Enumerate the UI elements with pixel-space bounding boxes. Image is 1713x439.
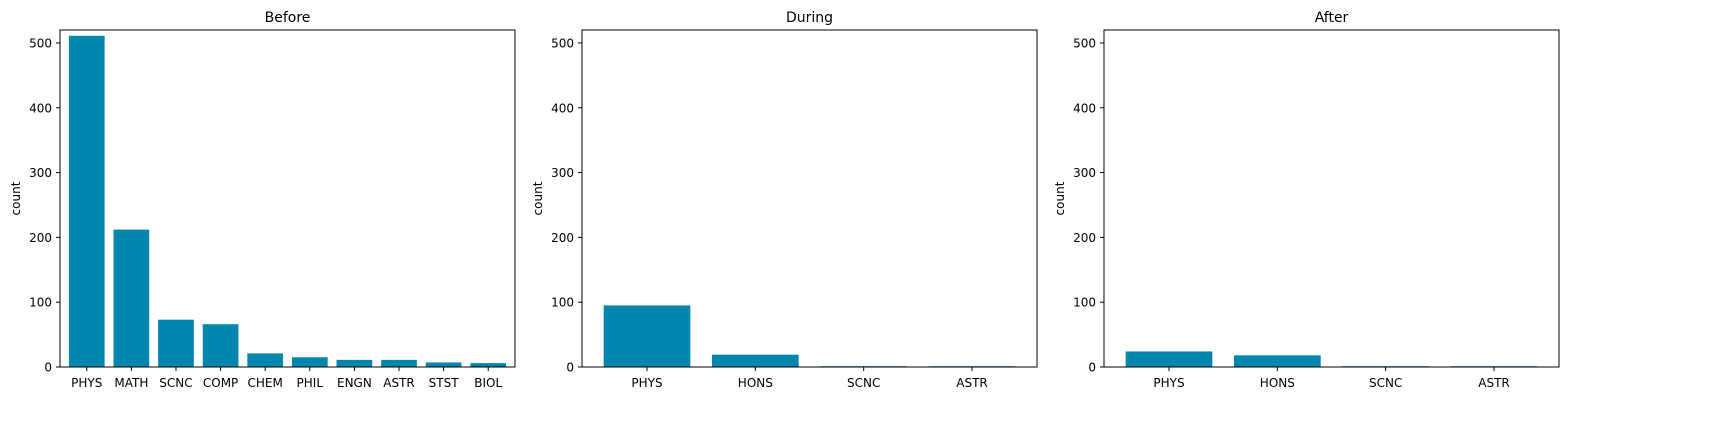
before-bar-engn [336, 359, 373, 367]
after-ytick-label: 0 [1088, 361, 1096, 375]
before-ytick-label: 100 [29, 296, 52, 310]
before-ytick-label: 500 [29, 36, 52, 50]
during-xtick-label: PHYS [631, 376, 662, 390]
during-title: During [786, 10, 833, 26]
during-xtick-label: SCNC [847, 376, 880, 390]
during-bar-hons [712, 354, 799, 367]
during-panel: PHYS HONS SCNC ASTR 0 100 200 300 400 500 During co… [531, 10, 1038, 390]
after-ylabel: count [1053, 181, 1067, 215]
during-ytick-label: 500 [551, 36, 574, 50]
during-ytick-label: 100 [551, 296, 574, 310]
before-bar-phil [291, 357, 328, 367]
during-ytick-label: 200 [551, 231, 574, 245]
before-ytick-label: 400 [29, 101, 52, 115]
before-xtick-label: STST [429, 376, 460, 390]
before-bar-biol [470, 363, 507, 367]
before-xtick-label: CHEM [248, 376, 283, 390]
during-axes-frame [581, 29, 1038, 368]
during-xtick-label: ASTR [956, 376, 988, 390]
after-bar-hons [1234, 355, 1321, 367]
before-bar-astr [381, 359, 417, 367]
after-panel: PHYS HONS SCNC ASTR 0 100 200 300 400 500 After cou… [1053, 10, 1560, 390]
before-xtick-label: SCNC [159, 376, 192, 390]
during-ytick-label: 400 [551, 101, 574, 115]
before-ytick-label: 300 [29, 166, 52, 180]
after-ytick-label: 200 [1073, 231, 1096, 245]
before-panel: PHYS MATH SCNC COMP CHEM PHIL ENGN ASTR STST BIOL… [9, 10, 516, 390]
after-title: After [1315, 10, 1349, 26]
during-bar-phys [603, 305, 691, 367]
before-xtick-label: BIOL [474, 376, 502, 390]
before-ytick-label: 200 [29, 231, 52, 245]
before-xtick-label: COMP [203, 376, 238, 390]
after-xtick-label: ASTR [1478, 376, 1510, 390]
before-xtick-label: MATH [114, 376, 148, 390]
after-ytick-label: 400 [1073, 101, 1096, 115]
after-ytick-label: 100 [1073, 296, 1096, 310]
after-axes-frame [1103, 29, 1560, 368]
during-xtick-label: HONS [738, 376, 773, 390]
after-ytick-label: 300 [1073, 166, 1096, 180]
after-xtick-label: HONS [1260, 376, 1295, 390]
before-bar-comp [202, 324, 239, 367]
after-xtick-label: SCNC [1369, 376, 1402, 390]
during-ylabel: count [531, 181, 545, 215]
before-bar-stst [425, 362, 462, 367]
after-bar-phys [1125, 351, 1213, 367]
before-axes-frame [59, 29, 516, 368]
before-ytick-label: 0 [44, 361, 52, 375]
before-ylabel: count [9, 181, 23, 215]
before-xtick-label: ASTR [383, 376, 415, 390]
before-xtick-label: PHIL [297, 376, 324, 390]
before-bar-scnc [158, 319, 194, 367]
before-bar-math [113, 229, 150, 367]
after-ytick-label: 500 [1073, 36, 1096, 50]
before-bar-phys [68, 35, 105, 367]
before-xtick-label: PHYS [71, 376, 102, 390]
during-ytick-label: 300 [551, 166, 574, 180]
before-title: Before [265, 10, 311, 26]
during-ytick-label: 0 [566, 361, 574, 375]
after-xtick-label: PHYS [1153, 376, 1184, 390]
before-bar-chem [247, 353, 284, 367]
before-xtick-label: ENGN [337, 376, 372, 390]
